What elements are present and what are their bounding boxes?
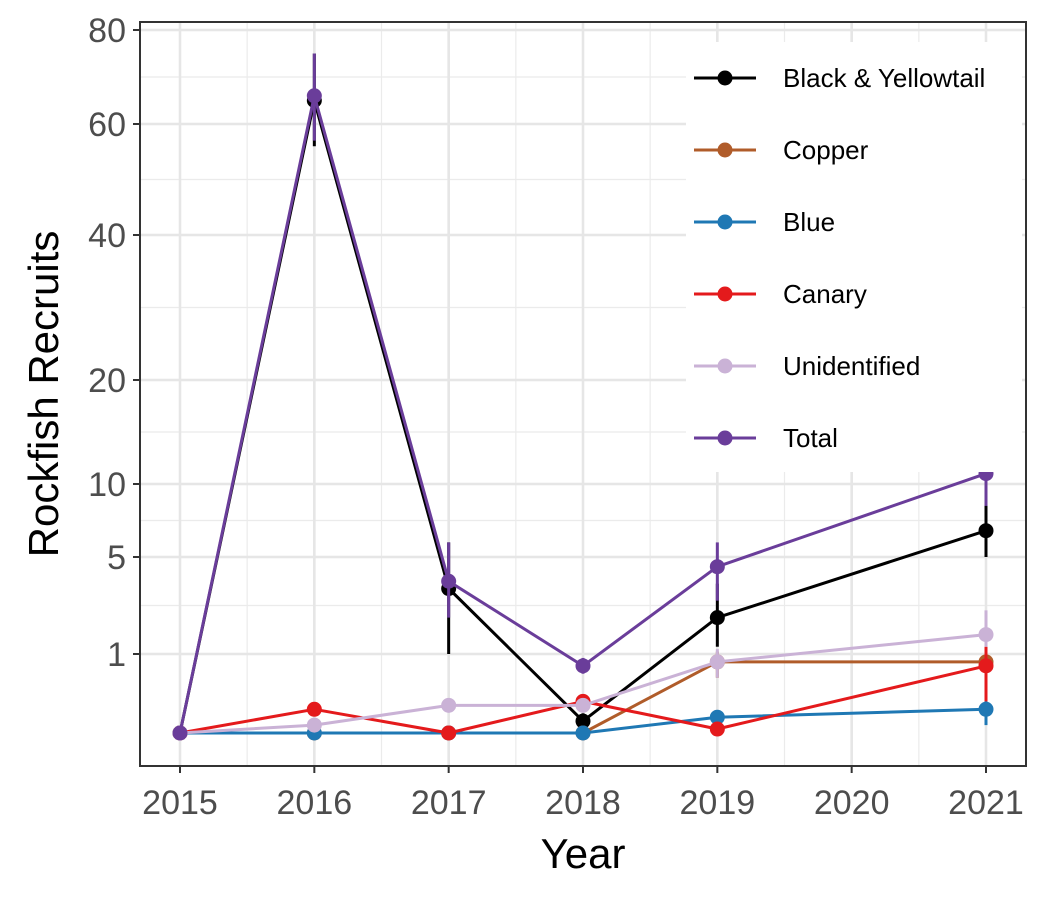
data-point-unidentified — [709, 654, 725, 670]
y-tick-label: 40 — [88, 217, 126, 255]
x-tick-label: 2016 — [277, 784, 353, 822]
y-tick-label: 10 — [88, 466, 126, 504]
series-line-total — [178, 94, 987, 734]
legend-item-canary: Canary — [694, 279, 867, 309]
x-tick-label: 2021 — [948, 784, 1024, 822]
data-point-total — [306, 88, 322, 104]
series-unidentified — [172, 610, 994, 741]
y-tick-label: 5 — [107, 539, 126, 577]
data-point-total — [441, 573, 457, 589]
series-total — [172, 53, 994, 741]
legend-background — [686, 42, 1022, 472]
y-axis: 1 5 10 20 40 60 80 — [88, 12, 140, 674]
data-point-unidentified — [978, 627, 994, 643]
legend-label: Total — [783, 423, 838, 453]
data-point-blue — [978, 701, 994, 717]
legend-key-point — [717, 430, 733, 446]
legend-label: Blue — [783, 207, 835, 237]
data-point-blue — [709, 709, 725, 725]
legend-label: Unidentified — [783, 351, 920, 381]
legend: Black & Yellowtail Copper Blue Canary Uniden… — [686, 42, 1022, 472]
x-tick-label: 2019 — [680, 784, 756, 822]
series-layer — [172, 53, 994, 741]
legend-item-unidentified: Unidentified — [694, 351, 920, 381]
data-point-black-yellowtail — [978, 523, 994, 539]
legend-item-black-yellowtail: Black & Yellowtail — [694, 63, 985, 93]
legend-label: Canary — [783, 279, 867, 309]
data-point-canary — [709, 721, 725, 737]
legend-item-total: Total — [694, 423, 838, 453]
data-point-black-yellowtail — [575, 713, 591, 729]
data-point-total — [709, 559, 725, 575]
legend-label: Copper — [783, 135, 869, 165]
data-point-canary — [978, 658, 994, 674]
data-point-total — [575, 658, 591, 674]
data-point-unidentified — [306, 717, 322, 733]
data-point-canary — [306, 701, 322, 717]
legend-item-blue: Blue — [694, 207, 835, 237]
legend-key-point — [717, 70, 733, 86]
legend-key-point — [717, 214, 733, 230]
x-tick-label: 2020 — [814, 784, 890, 822]
y-tick-label: 1 — [107, 636, 126, 674]
y-tick-label: 60 — [88, 106, 126, 144]
y-axis-title: Rockfish Recruits — [20, 231, 67, 558]
x-axis: 2015 2016 2017 2018 2019 2020 2021 — [142, 766, 1024, 822]
series-line-unidentified — [179, 633, 987, 735]
legend-label: Black & Yellowtail — [783, 63, 985, 93]
data-point-blue — [575, 725, 591, 741]
data-point-unidentified — [575, 697, 591, 713]
x-tick-label: 2017 — [411, 784, 487, 822]
y-tick-label: 80 — [88, 12, 126, 50]
data-point-black-yellowtail — [709, 610, 725, 626]
data-point-total — [172, 725, 188, 741]
y-tick-label: 20 — [88, 362, 126, 400]
series-line-blue — [180, 707, 987, 735]
legend-key-point — [717, 286, 733, 302]
x-axis-title: Year — [541, 830, 626, 877]
data-point-unidentified — [441, 697, 457, 713]
legend-key-point — [717, 358, 733, 374]
data-point-canary — [441, 725, 457, 741]
legend-item-copper: Copper — [694, 135, 869, 165]
legend-key-point — [717, 142, 733, 158]
x-tick-label: 2018 — [545, 784, 621, 822]
series-line-canary — [179, 664, 987, 735]
x-tick-label: 2015 — [142, 784, 218, 822]
